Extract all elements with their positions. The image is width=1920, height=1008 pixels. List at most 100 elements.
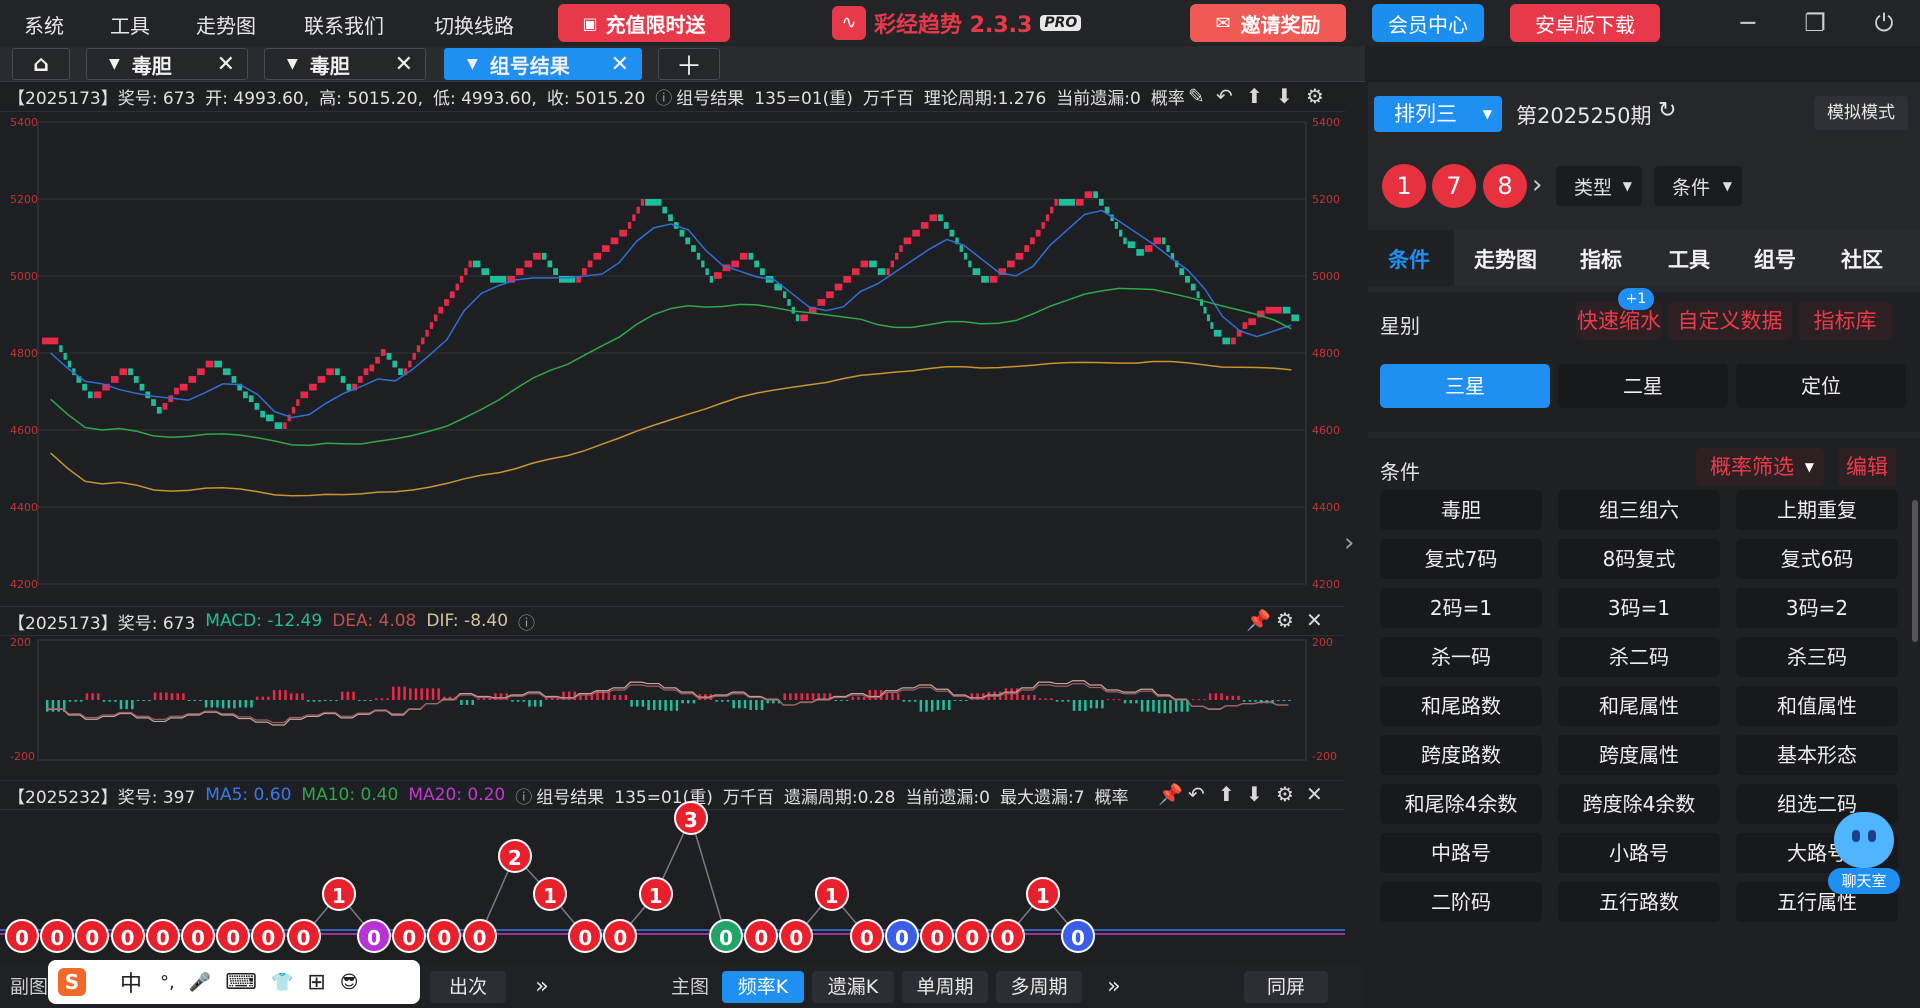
condition-button[interactable]: 跨度属性 bbox=[1558, 735, 1720, 775]
close-icon[interactable]: ✕ bbox=[1306, 608, 1323, 632]
custom-data-button[interactable]: 自定义数据 bbox=[1668, 302, 1792, 340]
menu-contact[interactable]: 联系我们 bbox=[304, 14, 384, 38]
single-period-button[interactable]: 单周期 bbox=[902, 971, 988, 1003]
tab-indicators[interactable]: 指标 bbox=[1580, 248, 1622, 272]
frequency-k-button[interactable]: 频率K bbox=[722, 971, 804, 1003]
condition-button[interactable]: 二阶码 bbox=[1380, 882, 1542, 922]
same-screen-button[interactable]: 同屏 bbox=[1244, 971, 1328, 1003]
keyboard-icon[interactable]: ⌨ bbox=[225, 969, 257, 995]
home-tab[interactable]: ⌂ bbox=[12, 48, 70, 80]
tab-dudan-2[interactable]: ▼ 毒胆 ✕ bbox=[264, 48, 426, 80]
skin-icon[interactable]: 👕 bbox=[270, 971, 294, 993]
occurrence-button[interactable]: 出次 bbox=[430, 971, 506, 1003]
invite-reward-button[interactable]: ✉ 邀请奖励 bbox=[1190, 4, 1346, 42]
android-download-button[interactable]: 安卓版下载 bbox=[1510, 4, 1660, 42]
condition-button[interactable]: 复式6码 bbox=[1736, 539, 1898, 579]
condition-button[interactable]: 小路号 bbox=[1558, 833, 1720, 873]
chevron-right-icon[interactable]: › bbox=[1344, 528, 1355, 558]
macd-chart-canvas[interactable]: 200 200 -200 -200 bbox=[0, 636, 1345, 772]
arrow-up-icon[interactable]: ⬆ bbox=[1218, 782, 1235, 806]
more-chevron-icon[interactable]: » bbox=[535, 974, 549, 999]
tab-dudan-1[interactable]: ▼ 毒胆 ✕ bbox=[86, 48, 248, 80]
condition-button[interactable]: 和尾除4余数 bbox=[1380, 784, 1542, 824]
sim-mode-button[interactable]: 模拟模式 bbox=[1814, 96, 1908, 130]
menu-system[interactable]: 系统 bbox=[24, 14, 64, 38]
lottery-select[interactable]: 排列三 ▼ bbox=[1374, 96, 1502, 132]
pin-icon[interactable]: 📌 bbox=[1158, 782, 1183, 806]
help-icon[interactable]: ⓘ bbox=[515, 787, 533, 808]
star-position-button[interactable]: 定位 bbox=[1736, 364, 1906, 408]
chat-room-widget[interactable]: 聊天室 bbox=[1826, 812, 1902, 898]
member-center-button[interactable]: 会员中心 bbox=[1372, 4, 1484, 42]
chevron-right-icon[interactable]: › bbox=[1532, 170, 1543, 200]
condition-button[interactable]: 中路号 bbox=[1380, 833, 1542, 873]
edit-icon[interactable]: ✎ bbox=[1188, 84, 1205, 108]
condition-button[interactable]: 杀一码 bbox=[1380, 637, 1542, 677]
settings-icon[interactable]: ⚙ bbox=[1276, 608, 1294, 632]
help-icon[interactable]: ⓘ bbox=[655, 89, 673, 109]
condition-button[interactable]: 跨度除4余数 bbox=[1558, 784, 1720, 824]
multi-period-button[interactable]: 多周期 bbox=[996, 971, 1082, 1003]
condition-button[interactable]: 上期重复 bbox=[1736, 490, 1898, 530]
condition-button[interactable]: 和值属性 bbox=[1736, 686, 1898, 726]
condition-button[interactable]: 跨度路数 bbox=[1380, 735, 1542, 775]
punctuation-icon[interactable]: °, bbox=[160, 971, 175, 993]
menu-tools[interactable]: 工具 bbox=[110, 14, 150, 38]
settings-icon[interactable]: ⚙ bbox=[1276, 782, 1294, 806]
edit-button[interactable]: 编辑 bbox=[1838, 448, 1896, 486]
power-icon[interactable]: ⏻ bbox=[1874, 9, 1894, 37]
quick-shrink-button[interactable]: 快速缩水 bbox=[1576, 302, 1662, 340]
sogou-logo-icon[interactable]: S bbox=[58, 968, 86, 996]
tab-trend[interactable]: 走势图 bbox=[1474, 248, 1537, 272]
recharge-button[interactable]: ▣ 充值限时送 bbox=[558, 4, 730, 42]
undo-icon[interactable]: ↶ bbox=[1216, 84, 1233, 108]
undo-icon[interactable]: ↶ bbox=[1188, 782, 1205, 806]
condition-button[interactable]: 组三组六 bbox=[1558, 490, 1720, 530]
star-three-button[interactable]: 三星 bbox=[1380, 364, 1550, 408]
refresh-icon[interactable]: ↻ bbox=[1658, 98, 1677, 123]
help-icon[interactable]: ⓘ bbox=[518, 613, 536, 634]
tab-conditions[interactable]: 条件 bbox=[1388, 248, 1430, 272]
condition-button[interactable]: 2码=1 bbox=[1380, 588, 1542, 628]
ime-chinese-toggle[interactable]: 中 bbox=[120, 972, 143, 997]
close-icon[interactable]: ✕ bbox=[216, 51, 235, 77]
arrow-up-icon[interactable]: ⬆ bbox=[1246, 84, 1263, 108]
emoji-icon[interactable]: 😎 bbox=[339, 971, 359, 993]
condition-button[interactable]: 和尾属性 bbox=[1558, 686, 1720, 726]
tab-group-number[interactable]: 组号 bbox=[1754, 248, 1796, 272]
probability-filter-select[interactable]: 概率筛选 ▼ bbox=[1696, 448, 1824, 486]
more-chevron-icon[interactable]: » bbox=[1107, 974, 1121, 999]
pin-icon[interactable]: 📌 bbox=[1246, 608, 1271, 632]
condition-select[interactable]: 条件 ▼ bbox=[1654, 166, 1742, 206]
condition-button[interactable]: 毒胆 bbox=[1380, 490, 1542, 530]
menu-trend[interactable]: 走势图 bbox=[196, 14, 256, 38]
star-two-button[interactable]: 二星 bbox=[1558, 364, 1728, 408]
main-chart-canvas[interactable]: 4200 4200 4400 4400 4600 4600 4800 4800 5000 5000… bbox=[0, 112, 1345, 604]
settings-icon[interactable]: ⚙ bbox=[1306, 84, 1324, 108]
condition-button[interactable]: 杀二码 bbox=[1558, 637, 1720, 677]
close-icon[interactable]: ✕ bbox=[1306, 782, 1323, 806]
add-tab-button[interactable]: ＋ bbox=[658, 48, 720, 82]
omission-k-button[interactable]: 遗漏K bbox=[812, 971, 894, 1003]
indicator-lib-button[interactable]: 指标库 bbox=[1798, 302, 1892, 340]
arrow-down-icon[interactable]: ⬇ bbox=[1246, 782, 1263, 806]
condition-button[interactable]: 杀三码 bbox=[1736, 637, 1898, 677]
condition-button[interactable]: 3码=2 bbox=[1736, 588, 1898, 628]
grid-apps-icon[interactable]: ⊞ bbox=[307, 969, 326, 995]
menu-switch-line[interactable]: 切换线路 bbox=[434, 14, 514, 38]
tab-community[interactable]: 社区 bbox=[1841, 248, 1883, 272]
microphone-icon[interactable]: 🎤 bbox=[188, 971, 212, 993]
scrollbar-thumb[interactable] bbox=[1912, 500, 1918, 642]
arrow-down-icon[interactable]: ⬇ bbox=[1276, 84, 1293, 108]
tab-group-result[interactable]: ▼ 组号结果 ✕ bbox=[444, 48, 642, 80]
type-select[interactable]: 类型 ▼ bbox=[1556, 166, 1642, 206]
condition-button[interactable]: 8码复式 bbox=[1558, 539, 1720, 579]
condition-button[interactable]: 基本形态 bbox=[1736, 735, 1898, 775]
condition-button[interactable]: 五行路数 bbox=[1558, 882, 1720, 922]
close-icon[interactable]: ✕ bbox=[610, 51, 629, 77]
condition-button[interactable]: 3码=1 bbox=[1558, 588, 1720, 628]
restore-icon[interactable]: ❐ bbox=[1804, 9, 1826, 37]
close-icon[interactable]: ✕ bbox=[394, 51, 413, 77]
tab-tools[interactable]: 工具 bbox=[1668, 248, 1710, 272]
